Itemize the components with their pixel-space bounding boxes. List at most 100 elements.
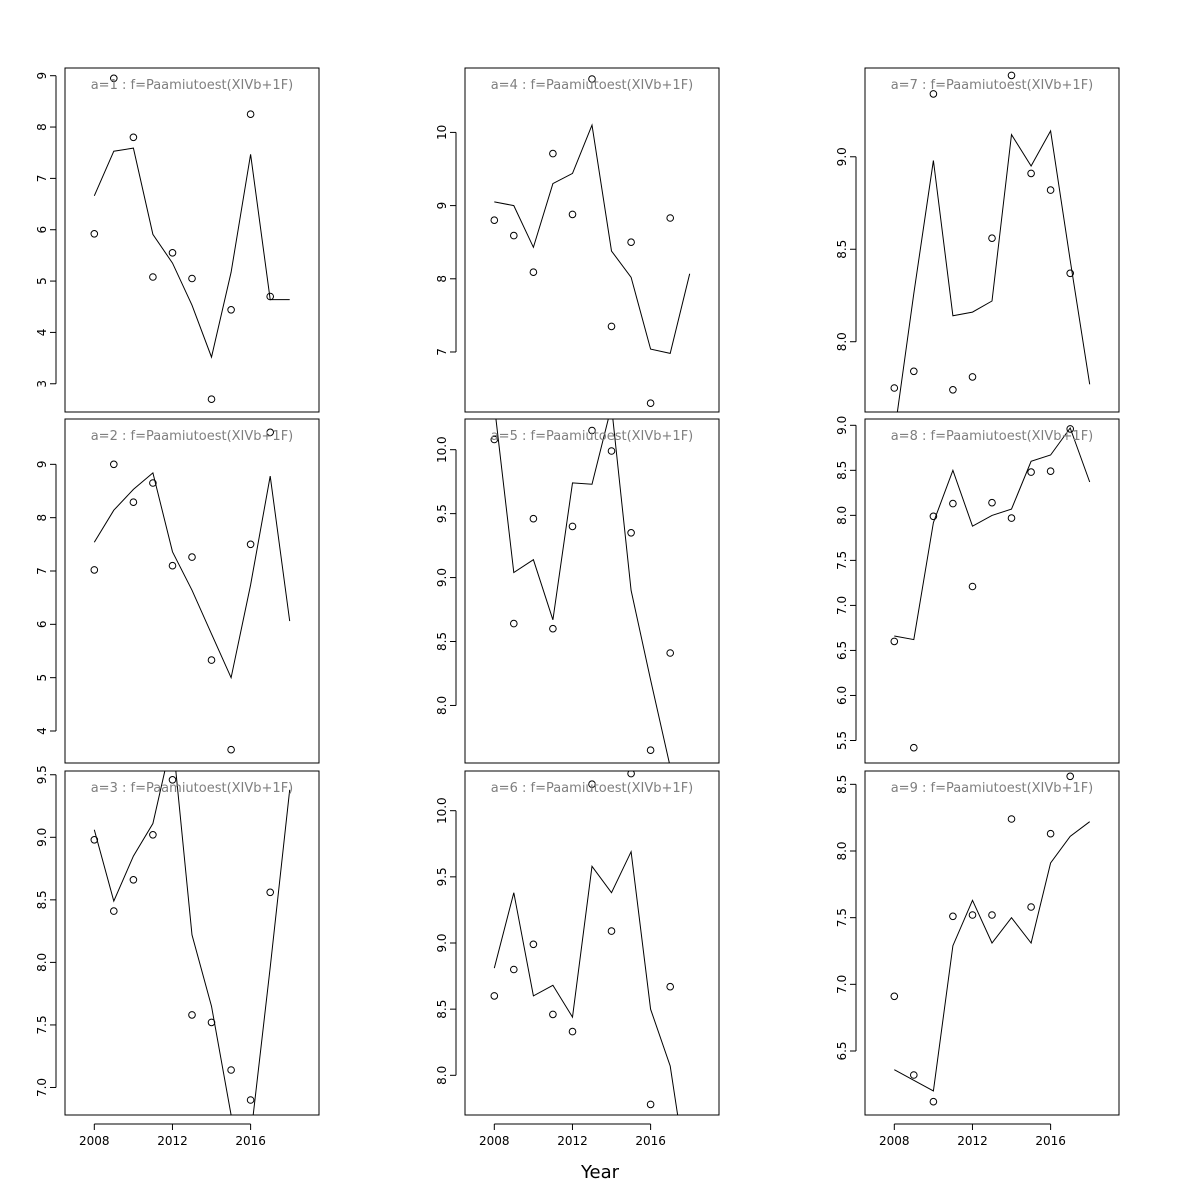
y-tick-label: 5 — [35, 277, 49, 285]
observed-point — [568, 210, 577, 219]
y-tick-label: 3 — [35, 380, 49, 388]
x-tick-label: 2008 — [479, 1134, 510, 1148]
observed-point — [1046, 829, 1055, 838]
x-tick-label: 2016 — [235, 1134, 266, 1148]
y-tick-label: 6.5 — [835, 641, 849, 660]
panel-3: 7.0 7.5 8.0 8.5 9.0 9.5 2008 2012 2016 a=3 : f=Pa… — [35, 765, 320, 1148]
panel-frame — [464, 67, 720, 413]
y-tick-label: 4 — [35, 329, 49, 337]
y-tick-label: 5 — [35, 674, 49, 682]
x-tick-label: 2008 — [79, 1134, 110, 1148]
fitted-series-line — [894, 426, 1091, 641]
panel-plot-area — [490, 419, 675, 763]
y-tick-label: 8.5 — [435, 1000, 449, 1019]
observed-point — [666, 214, 675, 222]
observed-point — [149, 273, 157, 281]
y-tick-label: 9.5 — [35, 765, 49, 784]
observed-point — [1007, 514, 1016, 522]
y-tick-label: 9.0 — [835, 147, 849, 166]
panel-frame — [64, 418, 320, 764]
y-tick-label: 10 — [435, 125, 449, 140]
y-tick-label: 8.0 — [35, 953, 49, 972]
observed-point — [510, 619, 518, 628]
y-tick-label: 9.5 — [435, 504, 449, 523]
observed-point — [568, 1027, 577, 1036]
y-tick-label: 8.5 — [435, 632, 449, 651]
observed-point — [929, 512, 938, 521]
panel-frame — [864, 418, 1120, 764]
x-tick-label: 2016 — [1035, 1134, 1066, 1148]
y-tick-label: 8 — [35, 514, 49, 522]
observed-point — [207, 395, 216, 404]
observed-point — [510, 965, 518, 974]
observed-point — [110, 74, 118, 83]
observed-point — [188, 553, 196, 561]
observed-point — [490, 435, 499, 444]
y-tick-label: 6 — [35, 621, 49, 629]
panel-frame — [864, 67, 1120, 413]
panel-frame — [64, 67, 320, 413]
y-tick-label: 8 — [435, 275, 449, 283]
observed-point — [168, 249, 177, 257]
panel-plot-area — [890, 425, 1091, 752]
observed-point — [188, 274, 196, 283]
observed-point — [929, 1097, 938, 1106]
observed-point — [266, 428, 275, 437]
observed-point — [607, 927, 616, 935]
y-tick-label: 10.0 — [435, 436, 449, 463]
fitted-series-line — [894, 821, 1090, 1092]
panel-frame — [64, 770, 320, 1116]
observed-point — [227, 1066, 235, 1074]
panel-title: a=9 : f=Paamiutoest(XIVb+1F) — [891, 781, 1094, 796]
y-tick-label: 8.0 — [835, 506, 849, 525]
observed-point — [646, 746, 655, 755]
observed-point — [490, 992, 499, 1000]
observed-point — [890, 992, 899, 1001]
observed-point — [627, 529, 635, 537]
y-tick-label: 8.0 — [835, 841, 849, 860]
observed-point — [1066, 269, 1074, 278]
y-tick-label: 10.0 — [435, 797, 449, 824]
panel-2: 4 5 6 7 8 9 a=2 : f=Paamiutoest(XIVb+1F) — [35, 418, 320, 764]
observed-point — [1007, 71, 1016, 80]
observed-point — [607, 322, 616, 331]
panel-title: a=6 : f=Paamiutoest(XIVb+1F) — [491, 781, 694, 796]
y-tick-label: 7.0 — [835, 975, 849, 994]
x-tick-label: 2008 — [879, 1134, 910, 1148]
observed-point — [207, 1018, 216, 1027]
fitted-series-line — [93, 471, 291, 680]
observed-point — [588, 75, 596, 83]
panel-title: a=8 : f=Paamiutoest(XIVb+1F) — [891, 429, 1094, 444]
observed-point — [227, 306, 235, 314]
observed-point — [90, 566, 99, 574]
observed-point — [910, 367, 918, 376]
observed-point — [129, 133, 138, 142]
panel-7: 8.0 8.5 9.0 a=7 : f=Paamiutoest(XIVb+1F) — [835, 67, 1120, 413]
panel-4: 7 8 9 10 a=4 : f=Paamiutoest(XIVb+1F) — [435, 67, 720, 413]
observed-point — [968, 911, 977, 919]
observed-point — [910, 1071, 918, 1079]
observed-point — [890, 637, 899, 646]
y-tick-label: 7.5 — [835, 908, 849, 927]
observed-point — [627, 771, 635, 778]
panel-title: a=5 : f=Paamiutoest(XIVb+1F) — [491, 429, 694, 444]
observed-point — [490, 216, 499, 224]
observed-point — [910, 743, 918, 752]
y-tick-label: 7 — [35, 567, 49, 575]
y-tick-label: 9.0 — [435, 568, 449, 587]
panel-title: a=2 : f=Paamiutoest(XIVb+1F) — [91, 429, 294, 444]
observed-point — [529, 514, 538, 523]
y-tick-label: 4 — [35, 727, 49, 735]
panel-plot-area — [490, 75, 691, 408]
fitted-series-line — [896, 129, 1091, 412]
panel-frame — [464, 770, 720, 1116]
observed-point — [510, 231, 518, 240]
y-tick-label: 5.5 — [835, 731, 849, 750]
y-tick-label: 8 — [35, 123, 49, 131]
observed-point — [246, 1096, 255, 1104]
panel-frame — [864, 770, 1120, 1116]
y-tick-label: 7 — [435, 348, 449, 356]
observed-point — [1027, 903, 1035, 911]
y-tick-label: 7.5 — [35, 1015, 49, 1034]
